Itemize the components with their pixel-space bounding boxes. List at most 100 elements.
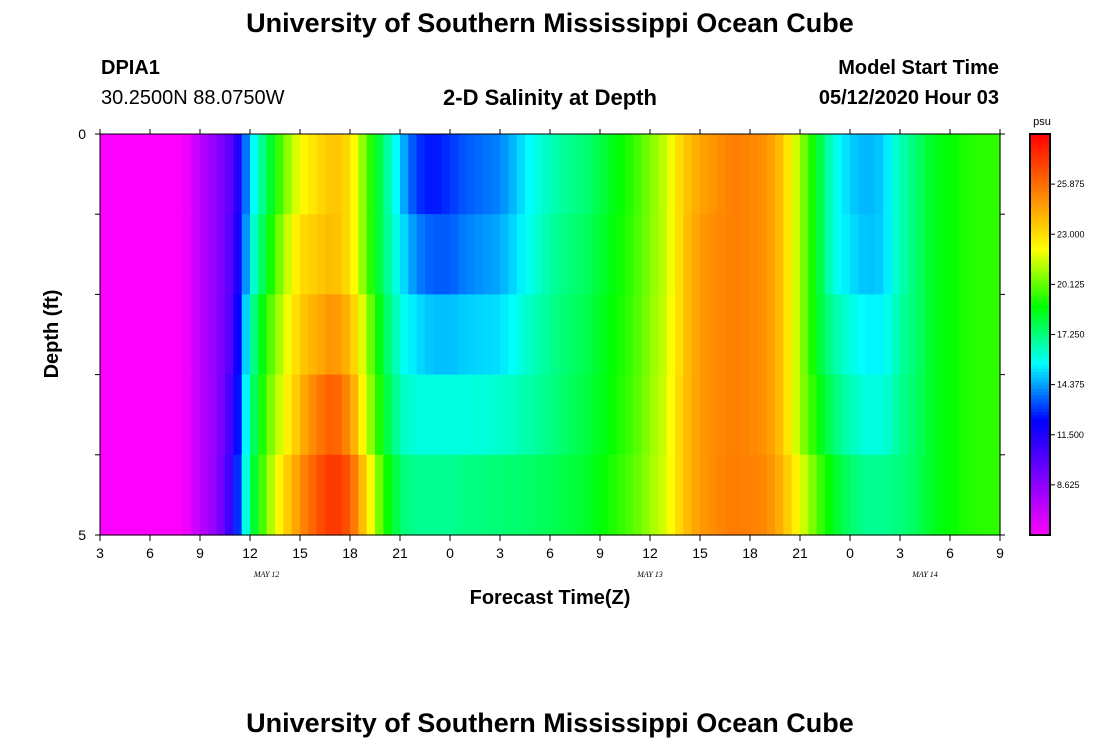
heatmap-cell — [525, 214, 534, 295]
colorbar-swatch — [1030, 334, 1050, 339]
heatmap-cell — [641, 374, 651, 456]
heatmap-cell — [241, 454, 251, 536]
heatmap-cell — [133, 294, 143, 376]
heatmap-cell — [341, 374, 351, 456]
heatmap-cell — [925, 294, 934, 376]
heatmap-cell — [600, 214, 609, 295]
heatmap-cell — [891, 454, 901, 536]
heatmap-cell — [975, 134, 984, 215]
colorbar-swatch — [1030, 478, 1050, 483]
heatmap-cell — [358, 454, 368, 536]
colorbar-swatch — [1030, 364, 1050, 369]
heatmap-cell — [241, 134, 251, 215]
heatmap-cell — [100, 214, 109, 295]
heatmap-cell — [325, 294, 334, 376]
heatmap-cell — [666, 134, 676, 215]
heatmap-cell — [658, 134, 668, 215]
heatmap-cell — [333, 134, 343, 215]
heatmap-cell — [166, 374, 176, 456]
heatmap-cell — [875, 374, 884, 456]
colorbar-swatch — [1030, 227, 1050, 232]
heatmap-cell — [175, 374, 184, 456]
heatmap-cell — [233, 454, 243, 536]
colorbar-swatch — [1030, 451, 1050, 456]
heatmap-cell — [741, 134, 751, 215]
heatmap-cell — [975, 374, 984, 456]
heatmap-cell — [500, 374, 509, 456]
heatmap-cell — [158, 454, 168, 536]
plot-title: 2-D Salinity at Depth — [443, 85, 657, 110]
heatmap-cell — [383, 214, 393, 295]
heatmap-cell — [933, 454, 943, 536]
colorbar-swatch — [1030, 468, 1050, 473]
heatmap-cell — [183, 374, 193, 456]
heatmap-cell — [100, 294, 109, 376]
heatmap-cell — [208, 214, 218, 295]
heatmap-cell — [666, 294, 676, 376]
heatmap-cell — [933, 374, 943, 456]
heatmap-cell — [875, 134, 884, 215]
heatmap-cell — [458, 374, 468, 456]
heatmap-cell — [666, 454, 676, 536]
heatmap-cell — [591, 134, 601, 215]
heatmap-cell — [450, 374, 459, 456]
colorbar-swatch — [1030, 301, 1050, 306]
heatmap-cell — [441, 294, 451, 376]
heatmap-cell — [650, 454, 659, 536]
heatmap-cell — [816, 294, 826, 376]
heatmap-cell — [566, 134, 576, 215]
heatmap-cell — [133, 214, 143, 295]
heatmap-cell — [816, 374, 826, 456]
heatmap-cell — [616, 134, 626, 215]
heatmap-cell — [958, 374, 968, 456]
heatmap-cell — [200, 134, 209, 215]
colorbar-swatch — [1030, 354, 1050, 359]
colorbar-swatch — [1030, 324, 1050, 329]
colorbar-swatch — [1030, 240, 1050, 245]
heatmap-cell — [708, 134, 718, 215]
heatmap-cell — [841, 214, 851, 295]
colorbar-swatch — [1030, 304, 1050, 309]
heatmap-cell — [650, 134, 659, 215]
heatmap-cell — [816, 134, 826, 215]
heatmap-cell — [308, 214, 318, 295]
heatmap-cell — [858, 294, 868, 376]
heatmap-cell — [208, 454, 218, 536]
heatmap-cell — [808, 134, 818, 215]
colorbar-swatch — [1030, 401, 1050, 406]
heatmap-cell — [658, 374, 668, 456]
heatmap-cell — [133, 134, 143, 215]
heatmap-cell — [591, 374, 601, 456]
heatmap-cell — [675, 294, 684, 376]
heatmap-cell — [158, 214, 168, 295]
heatmap-cell — [216, 454, 226, 536]
colorbar-swatch — [1030, 190, 1050, 195]
heatmap-cell — [233, 294, 243, 376]
colorbar-swatch — [1030, 194, 1050, 199]
heatmap-cell — [283, 134, 293, 215]
heatmap-cell — [833, 214, 843, 295]
heatmap-cell — [958, 134, 968, 215]
heatmap-cell — [483, 454, 493, 536]
heatmap-cell — [450, 454, 459, 536]
heatmap-cell — [916, 454, 926, 536]
heatmap-cell — [966, 374, 976, 456]
heatmap-cell — [591, 214, 601, 295]
heatmap-cell — [333, 454, 343, 536]
heatmap-cell — [375, 374, 384, 456]
heatmap-cell — [891, 134, 901, 215]
heatmap-cell — [416, 134, 426, 215]
heatmap-cell — [433, 134, 443, 215]
y-axis-title: Depth (ft) — [41, 290, 63, 379]
heatmap-cell — [325, 454, 334, 536]
heatmap-cell — [116, 374, 126, 456]
heatmap-cell — [433, 454, 443, 536]
colorbar-swatch — [1030, 524, 1050, 529]
colorbar-tick-label: 14.375 — [1057, 380, 1085, 390]
colorbar-swatch — [1030, 187, 1050, 192]
heatmap-cell — [116, 134, 126, 215]
heatmap-cell — [108, 374, 118, 456]
colorbar-swatch — [1030, 481, 1050, 486]
heatmap-cell — [466, 214, 476, 295]
heatmap-cell — [125, 454, 134, 536]
